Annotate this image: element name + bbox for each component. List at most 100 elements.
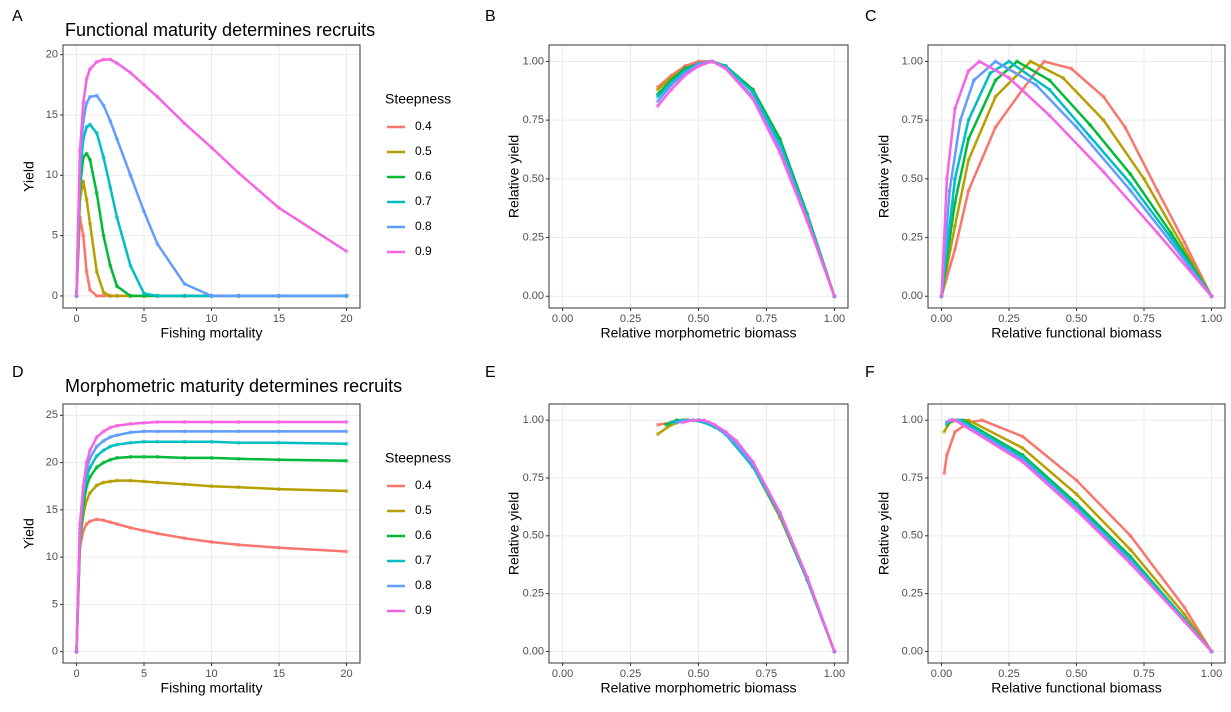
x-tick-label: 1.00 — [1201, 668, 1222, 680]
point — [966, 158, 971, 163]
point — [1047, 87, 1052, 92]
point — [344, 441, 349, 446]
point — [966, 68, 971, 73]
point — [209, 419, 214, 424]
point — [778, 151, 783, 156]
panel-label: E — [485, 364, 496, 381]
point — [988, 71, 993, 76]
point — [1042, 59, 1047, 64]
point — [115, 284, 119, 289]
point — [128, 430, 133, 435]
x-tick-label: 5 — [141, 313, 147, 325]
point — [128, 70, 133, 75]
chart-title: Morphometric maturity determines recruit… — [65, 376, 402, 396]
point — [182, 429, 187, 434]
point — [115, 61, 119, 66]
point — [277, 440, 281, 445]
point — [108, 457, 113, 462]
point — [1047, 78, 1052, 83]
y-tick-label: 0 — [52, 290, 58, 302]
x-tick-label: 0.25 — [620, 313, 641, 325]
x-axis-title: Relative functional biomass — [991, 325, 1161, 341]
point — [1034, 82, 1038, 87]
x-tick-label: 20 — [340, 313, 352, 325]
point — [1169, 230, 1173, 235]
point — [236, 419, 241, 424]
y-tick-label: 10 — [46, 551, 58, 563]
point — [115, 423, 119, 428]
x-tick-label: 0 — [73, 313, 79, 325]
point — [966, 118, 971, 123]
point — [128, 173, 133, 178]
x-tick-label: 10 — [205, 668, 217, 680]
point — [84, 197, 89, 202]
point — [209, 455, 214, 460]
point — [155, 531, 160, 536]
point — [723, 66, 728, 71]
point — [128, 293, 133, 298]
x-tick-label: 0.00 — [931, 313, 952, 325]
point — [1015, 59, 1020, 64]
point — [142, 291, 146, 296]
point — [1182, 619, 1187, 624]
point — [108, 119, 113, 124]
point — [971, 78, 976, 83]
point — [115, 478, 119, 483]
point — [1069, 66, 1074, 71]
point — [1061, 75, 1065, 80]
point — [1020, 434, 1025, 439]
point — [81, 179, 86, 184]
point — [142, 454, 146, 459]
point — [277, 457, 281, 462]
y-tick-label: 0.75 — [523, 472, 544, 484]
point — [84, 76, 89, 81]
x-tick-label: 1.00 — [824, 313, 845, 325]
y-axis-title: Yield — [21, 518, 37, 549]
y-tick-label: 0.00 — [523, 290, 544, 302]
point — [696, 64, 701, 69]
x-tick-label: 0.75 — [756, 313, 777, 325]
point — [94, 465, 99, 470]
point — [142, 528, 146, 533]
point — [155, 454, 160, 459]
x-tick-label: 0.25 — [620, 668, 641, 680]
series-line — [942, 418, 1213, 653]
point — [655, 87, 660, 92]
series-line — [940, 60, 1213, 298]
y-tick-label: 20 — [46, 49, 58, 61]
point — [155, 480, 160, 485]
x-tick-label: 0.00 — [552, 313, 573, 325]
series-line — [681, 418, 836, 652]
point — [680, 420, 685, 425]
point — [128, 263, 133, 268]
point — [655, 432, 660, 437]
point — [1074, 125, 1079, 130]
point — [953, 418, 957, 423]
y-tick-label: 0.25 — [902, 588, 923, 600]
x-tick-label: 10 — [205, 313, 217, 325]
point — [1128, 188, 1133, 193]
point — [128, 440, 133, 445]
point — [155, 419, 160, 424]
point — [977, 59, 982, 64]
point — [710, 59, 715, 64]
x-tick-label: 15 — [273, 668, 285, 680]
point — [88, 490, 92, 495]
point — [1169, 240, 1173, 245]
legend-label: 0.8 — [415, 578, 432, 592]
point — [209, 429, 214, 434]
y-tick-label: 15 — [46, 504, 58, 516]
point — [832, 649, 837, 654]
point — [94, 131, 99, 136]
point — [101, 460, 106, 465]
point — [805, 575, 810, 580]
y-axis-title: Yield — [21, 161, 37, 192]
point — [1155, 230, 1160, 235]
point — [142, 429, 146, 434]
point — [1028, 59, 1033, 64]
point — [88, 67, 92, 72]
point — [88, 465, 92, 470]
series-line — [940, 60, 1213, 298]
y-tick-label: 0.75 — [902, 472, 923, 484]
point — [277, 545, 281, 550]
